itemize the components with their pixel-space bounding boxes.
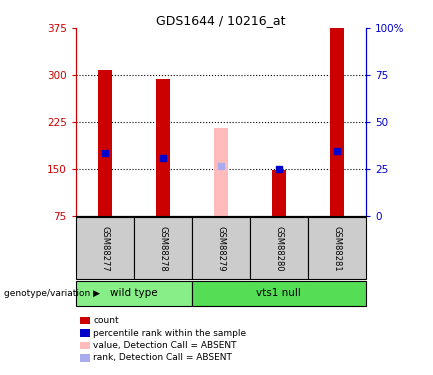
Bar bbox=[155, 79, 170, 216]
Bar bbox=[271, 170, 286, 216]
Text: GSM88278: GSM88278 bbox=[158, 226, 167, 272]
Title: GDS1644 / 10216_at: GDS1644 / 10216_at bbox=[156, 14, 286, 27]
Bar bbox=[308, 217, 366, 279]
Text: count: count bbox=[93, 316, 119, 325]
Bar bbox=[97, 70, 112, 216]
Text: wild type: wild type bbox=[110, 288, 158, 298]
Text: GSM88281: GSM88281 bbox=[333, 226, 341, 271]
Text: value, Detection Call = ABSENT: value, Detection Call = ABSENT bbox=[93, 341, 236, 350]
Bar bbox=[192, 217, 250, 279]
Bar bbox=[134, 217, 192, 279]
Text: percentile rank within the sample: percentile rank within the sample bbox=[93, 328, 246, 338]
Text: GSM88279: GSM88279 bbox=[216, 226, 225, 271]
Text: GSM88280: GSM88280 bbox=[275, 226, 283, 271]
Bar bbox=[213, 128, 228, 216]
Text: genotype/variation ▶: genotype/variation ▶ bbox=[4, 289, 100, 298]
Bar bbox=[250, 217, 308, 279]
Text: vts1 null: vts1 null bbox=[256, 288, 301, 298]
Text: rank, Detection Call = ABSENT: rank, Detection Call = ABSENT bbox=[93, 353, 232, 362]
Bar bbox=[76, 217, 134, 279]
Bar bbox=[76, 281, 192, 306]
Bar bbox=[192, 281, 366, 306]
Text: GSM88277: GSM88277 bbox=[100, 226, 109, 272]
Bar bbox=[330, 28, 344, 216]
